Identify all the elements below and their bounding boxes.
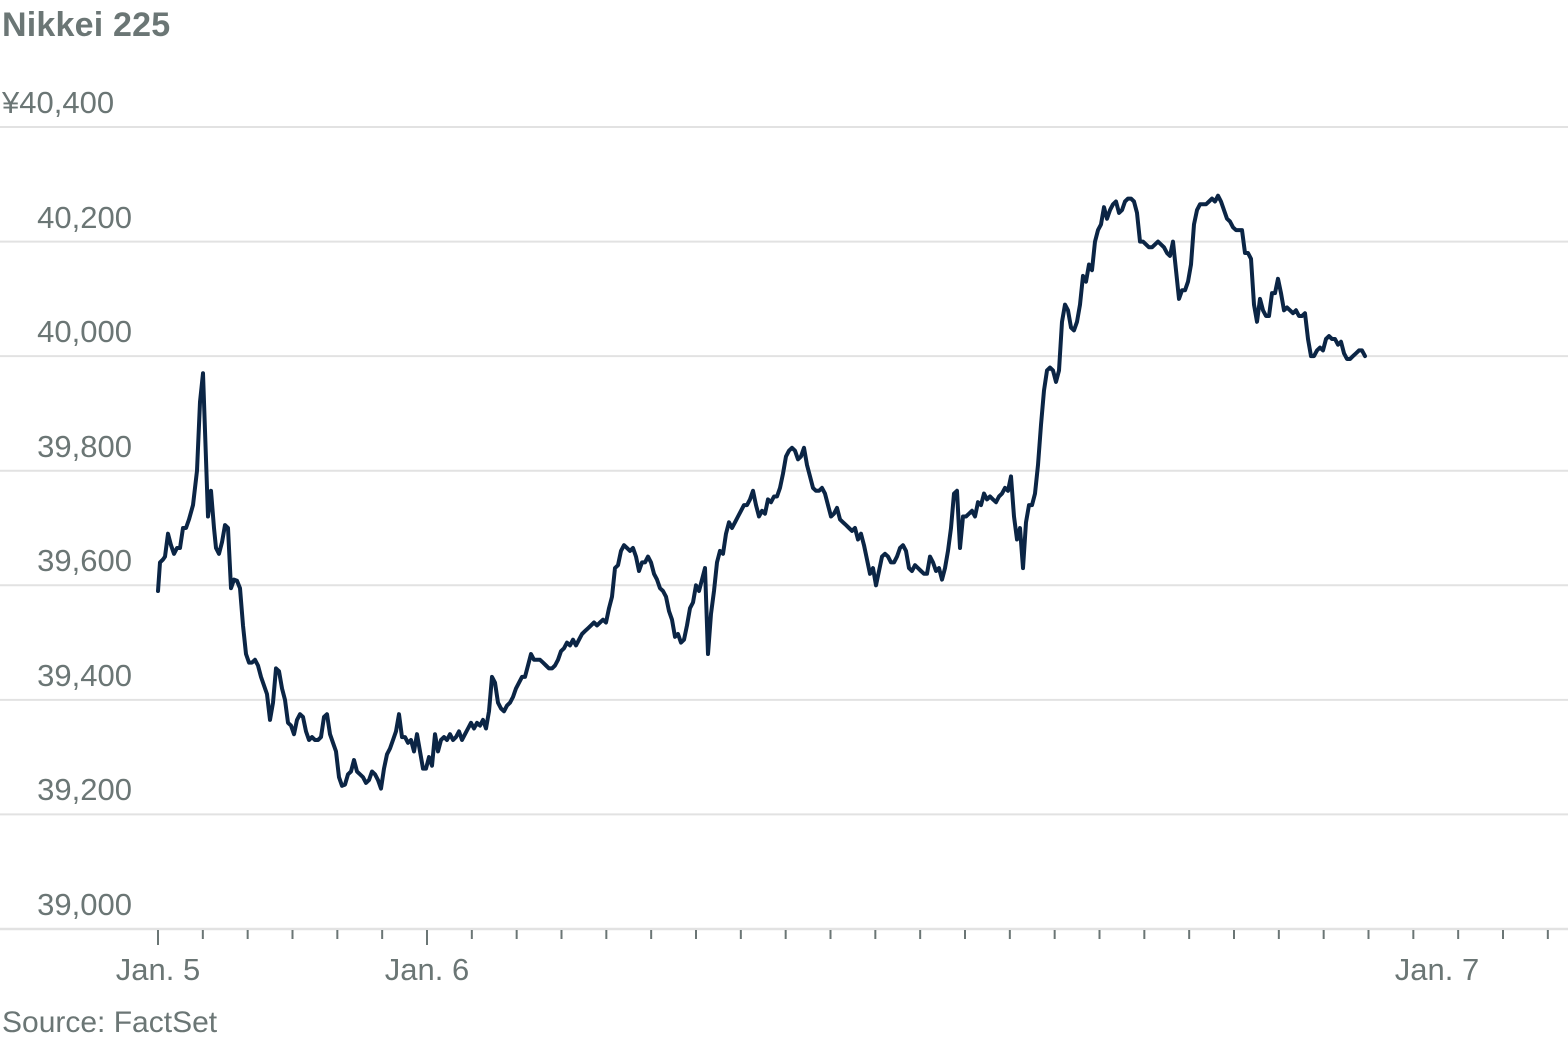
chart-title: Nikkei 225 — [2, 6, 171, 44]
x-axis-label: Jan. 7 — [1394, 952, 1480, 987]
y-axis-label: 40,200 — [37, 199, 132, 235]
source-note: Source: FactSet — [2, 1006, 218, 1039]
y-axis-label: 39,800 — [37, 428, 132, 464]
x-axis-label: Jan. 5 — [115, 952, 201, 987]
x-axis-label: Jan. 6 — [384, 952, 470, 987]
price-line — [156, 193, 1367, 791]
gridlines — [0, 126, 1568, 931]
y-axis-label: 39,200 — [37, 772, 132, 808]
y-axis-label: 39,600 — [37, 543, 132, 579]
y-axis-label: 39,400 — [37, 657, 132, 693]
y-axis-label: 40,000 — [37, 314, 132, 350]
y-axis-label: ¥40,400 — [2, 85, 115, 120]
y-axis-label: 39,000 — [37, 887, 132, 922]
x-axis-ticks — [157, 930, 1549, 945]
